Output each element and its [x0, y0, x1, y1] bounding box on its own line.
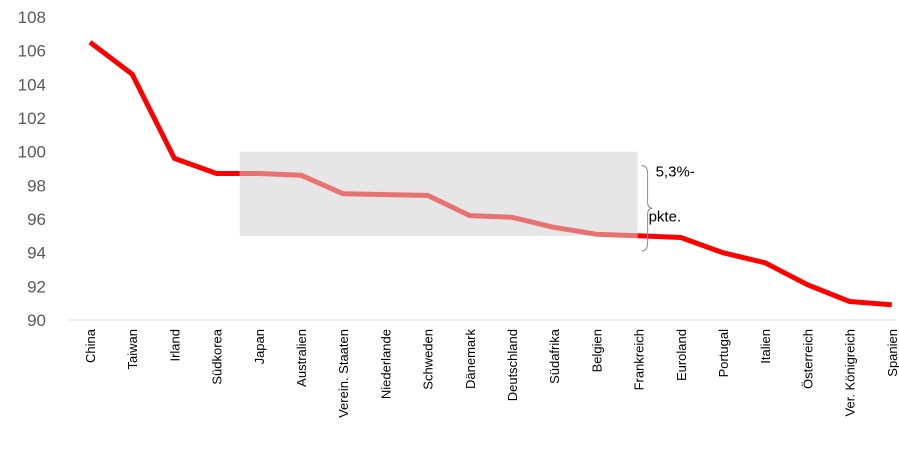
- x-tick-label: Dänemark: [463, 329, 478, 389]
- y-tick-label: 106: [18, 42, 46, 61]
- x-tick-label: Deutschland: [505, 329, 520, 401]
- x-tick-label: Japan: [252, 329, 267, 364]
- y-tick-label: 98: [27, 176, 46, 195]
- y-tick-label: 94: [27, 244, 46, 263]
- x-tick-label: Niederlande: [378, 329, 393, 399]
- series-line-segment: [636, 233, 892, 308]
- y-tick-label: 92: [27, 277, 46, 296]
- y-tick-label: 104: [18, 75, 46, 94]
- series-line-segment: [88, 40, 240, 176]
- y-tick-label: 102: [18, 109, 46, 128]
- x-tick-label: Verein. Staaten: [336, 329, 351, 418]
- y-axis: 90 92 94 96 98 100 102 104 106 108: [18, 8, 46, 330]
- y-tick-label: 100: [18, 143, 46, 162]
- series-line: [88, 40, 892, 308]
- x-tick-label: Ver. Königreich: [843, 329, 858, 416]
- y-tick-label: 108: [18, 8, 46, 27]
- annotation-label-line1: 5,3%-: [656, 164, 695, 181]
- x-tick-label: Schweden: [421, 329, 436, 390]
- x-tick-label: Italien: [758, 329, 773, 364]
- series-line-highlight-segment: [239, 171, 638, 239]
- range-brace: [641, 165, 653, 252]
- x-axis: China Taiwan Irland Südkorea Japan Australien…: [83, 328, 899, 418]
- x-tick-label: Euroland: [674, 329, 689, 381]
- x-tick-label: Frankreich: [632, 329, 647, 390]
- x-tick-label: Portugal: [716, 329, 731, 378]
- x-tick-label: China: [83, 328, 98, 363]
- x-tick-label: Taiwan: [125, 329, 140, 369]
- x-tick-label: Südafrika: [547, 328, 562, 384]
- x-tick-label: Österreich: [800, 329, 815, 389]
- x-tick-label: Irland: [167, 329, 182, 362]
- y-tick-label: 90: [27, 311, 46, 330]
- y-tick-label: 96: [27, 210, 46, 229]
- annotation-label-line2: pkte.: [649, 208, 682, 225]
- range-annotation: 5,3%- pkte.: [641, 164, 695, 252]
- x-tick-label: Belgien: [589, 329, 604, 372]
- x-tick-label: Spanien: [885, 329, 899, 377]
- x-tick-label: Südkorea: [210, 328, 225, 384]
- highlight-box: [239, 151, 638, 236]
- x-tick-label: Australien: [294, 329, 309, 387]
